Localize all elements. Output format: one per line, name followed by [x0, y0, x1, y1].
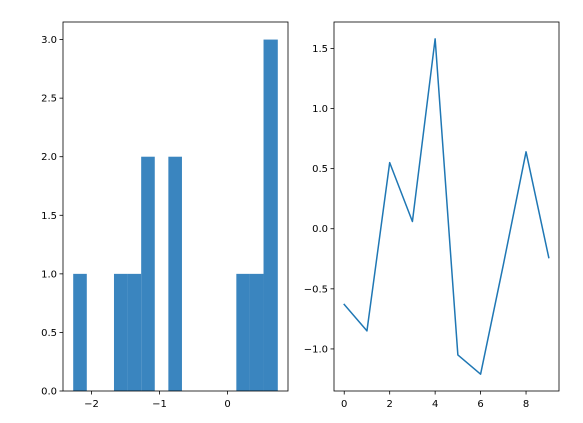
x-tick-label: −2 [84, 399, 99, 410]
y-tick-label: −0.5 [304, 284, 328, 295]
y-tick-label: 1.5 [41, 211, 57, 222]
x-tick-label: 6 [477, 399, 483, 410]
data-series-line [343, 38, 550, 375]
x-tick-label: 2 [386, 399, 392, 410]
y-tick-label: −1.0 [304, 344, 328, 355]
y-tick-label: 0.0 [41, 387, 57, 398]
histogram-bar [236, 273, 250, 391]
y-tick-label: 0.5 [312, 164, 328, 175]
x-tick-label: 8 [523, 399, 529, 410]
x-tick-label: 4 [432, 399, 438, 410]
histogram-bar [168, 156, 182, 391]
y-tick-label: 1.5 [312, 44, 328, 55]
x-tick-label: 0 [224, 399, 230, 410]
y-tick-label: 3.0 [41, 35, 57, 46]
y-tick-label: 1.0 [312, 104, 328, 115]
x-tick-label: 0 [341, 399, 347, 410]
histogram-bar [141, 156, 155, 391]
histogram-bar [127, 273, 142, 391]
y-tick-label: 1.0 [41, 269, 57, 280]
y-tick-label: 2.5 [41, 94, 57, 105]
y-tick-label: 0.0 [312, 224, 328, 235]
axes-frame [62, 21, 289, 392]
histogram-panel: −2 −1 0 0.0 0.5 1.0 1.5 2.0 2.5 3.0 [41, 21, 289, 410]
histogram-bar [113, 273, 128, 391]
histogram-bar [249, 273, 264, 391]
line-chart-panel: 0 2 4 6 8 −1.0 −0.5 0.0 0.5 1.0 1.5 [304, 21, 560, 410]
y-tick-label: 2.0 [41, 152, 57, 163]
histogram-bar [73, 273, 87, 391]
y-tick-label: 0.5 [41, 328, 57, 339]
x-tick-label: −1 [152, 399, 167, 410]
histogram-bar [263, 39, 278, 391]
axes-frame [333, 21, 560, 392]
